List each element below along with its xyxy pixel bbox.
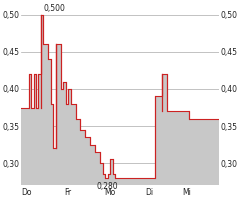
- Text: 0,500: 0,500: [43, 4, 65, 13]
- Text: 0,280: 0,280: [97, 182, 119, 191]
